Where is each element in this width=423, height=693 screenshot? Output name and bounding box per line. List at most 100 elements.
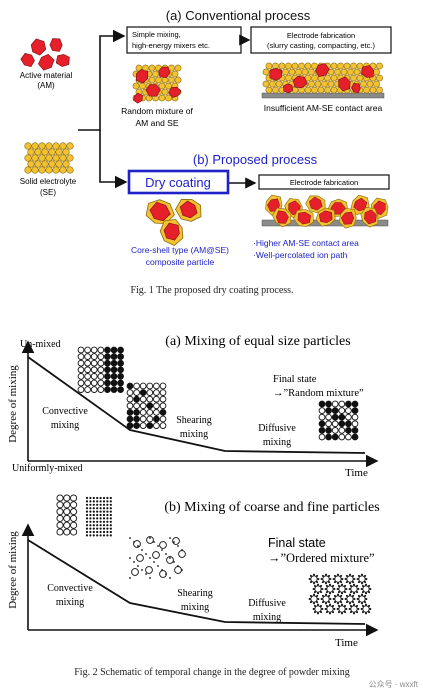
se-particle (343, 62, 351, 70)
fine-particle (337, 593, 339, 596)
black-particle (331, 433, 339, 441)
white-particle (331, 400, 339, 408)
se-particle (330, 86, 338, 94)
fine-particle (313, 611, 316, 614)
coarse-particle (131, 568, 139, 576)
fine-particle (360, 608, 363, 610)
fine-particle (106, 513, 109, 517)
se-particle (41, 160, 49, 168)
se-particle (291, 62, 299, 70)
white-particle (84, 373, 91, 380)
white-particle (77, 359, 85, 367)
am-particle (361, 65, 375, 78)
se-particle (262, 80, 270, 88)
fine-particle (177, 565, 179, 567)
fine-particle (321, 588, 324, 590)
am-core (297, 211, 312, 225)
se-particle (45, 154, 53, 162)
black-particle (110, 366, 118, 374)
white-particle (153, 395, 160, 403)
white-particle (84, 346, 91, 354)
black-particle (325, 400, 332, 408)
fine-particle (165, 553, 167, 555)
fine-particle (337, 604, 340, 607)
coarse-particle (159, 541, 167, 549)
coarse-particle (178, 550, 186, 558)
se-particle (269, 80, 276, 88)
white-particle (56, 528, 64, 536)
se-particle (285, 74, 292, 82)
white-particle (325, 420, 332, 428)
fine-particle (89, 517, 92, 520)
white-particle (56, 494, 64, 502)
fab-box-b-label: Electrode fabrication (290, 178, 358, 187)
black-particle (159, 409, 167, 416)
fine-particle (99, 527, 102, 530)
white-particle (90, 346, 98, 354)
fine-particle (345, 588, 348, 590)
fine-particle (137, 545, 139, 547)
se-particle (376, 62, 383, 70)
fine-particle (106, 500, 109, 503)
white-particle (77, 353, 85, 360)
black-particle (133, 409, 140, 416)
fine-particle (99, 524, 102, 527)
fine-particle (341, 578, 344, 580)
se-particle (38, 166, 46, 174)
fine-particle (145, 573, 147, 575)
fine-particle (173, 541, 175, 543)
black-particle (338, 420, 346, 428)
black-particle (153, 415, 160, 423)
fine-particle (349, 582, 351, 585)
black-particle (104, 379, 111, 387)
white-particle (126, 389, 134, 396)
fine-particle (92, 510, 95, 513)
am-particle (133, 92, 143, 104)
fig1: (a) Conventional process Active material… (20, 8, 392, 296)
am-particle (38, 53, 55, 71)
fine-particle (96, 524, 99, 527)
fine-particle (361, 573, 363, 576)
fine-particle (96, 517, 99, 520)
fine-particle (349, 611, 352, 614)
coarse-particle (362, 585, 370, 593)
se-particle (27, 160, 35, 168)
fine-particle (85, 534, 89, 537)
se-particle (148, 76, 156, 84)
se-particle (314, 80, 322, 88)
fine-particle (129, 577, 131, 579)
se-particle (132, 82, 140, 90)
am-particle (315, 63, 330, 78)
coarse-particle (346, 595, 354, 603)
black-particle (318, 427, 326, 434)
fine-particle (352, 581, 355, 584)
coarse-particle (350, 585, 358, 593)
fine-particle (309, 574, 312, 577)
fig2-caption: Fig. 2 Schematic of temporal change in t… (74, 667, 349, 678)
fine-particle (337, 602, 339, 605)
black-particle (325, 427, 332, 434)
se-particle (52, 166, 60, 174)
black-particle (325, 433, 332, 441)
convective-b-1: Convective (47, 583, 93, 594)
fine-particle (106, 507, 109, 510)
am-particle (135, 69, 149, 84)
fine-particle (316, 601, 319, 604)
black-particle (110, 373, 118, 380)
electrode-illustration-a (261, 62, 385, 99)
fine-particle (109, 517, 112, 520)
white-particle (159, 382, 167, 390)
fine-particle (109, 503, 112, 506)
fine-particle (332, 591, 335, 594)
core-shell-illustration (145, 198, 202, 246)
shearing-a-2: mixing (180, 429, 208, 440)
se-particle (324, 74, 331, 82)
fine-particle (349, 584, 352, 587)
am-particle (338, 76, 351, 92)
branch-arrow-a (78, 29, 126, 131)
convective-b-2: mixing (56, 597, 84, 608)
fine-particle (356, 578, 359, 580)
fine-particle (369, 608, 372, 610)
black-particle (110, 353, 118, 360)
uniform-label: Uniformly-mixed (12, 463, 83, 474)
